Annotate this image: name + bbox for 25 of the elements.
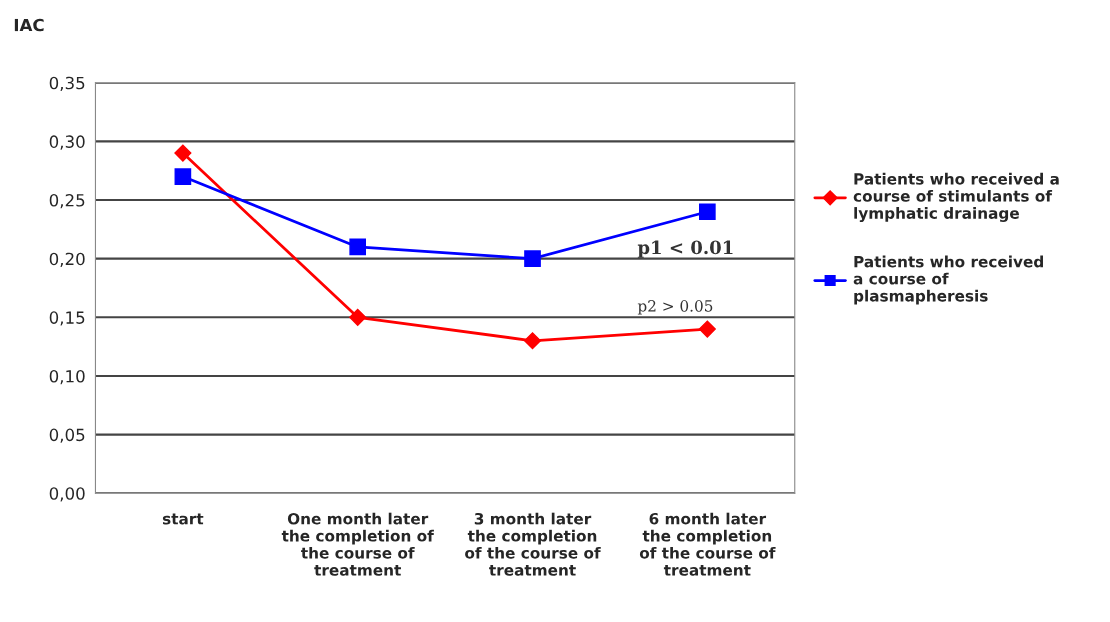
x-tick-label: start [162,513,204,525]
legend-label: Patients who received a course of plasmapheresis [853,255,1043,305]
point [523,332,542,350]
y-tick-label: 0,30 [49,135,85,150]
point [349,238,367,256]
annotation: p2 > 0.05 [637,300,713,315]
y-tick-label: 0,00 [49,487,85,502]
y-tick-label: 0,20 [49,252,85,267]
x-tick-label: 3 month later the completion of the course of treatment [465,512,601,576]
y-tick-label: 0,35 [49,76,85,91]
x-tick-label: One month later the completion of the course of treatment [281,512,434,576]
point [524,250,541,267]
point [698,320,716,338]
y-tick-label: 0,15 [49,311,85,326]
y-tick-label: 0,10 [49,369,85,385]
x-tick-label: 6 month later the completion of the course of treatment [639,512,776,576]
y-axis-title: IAC [14,18,44,32]
annotation: p1 < 0.01 [637,240,733,258]
point [349,308,367,326]
point [174,168,192,185]
y-tick-label: 0,25 [49,193,85,209]
point [174,144,192,162]
legend-label: Patients who received a course of stimulants of lymphatic drainage [853,172,1059,222]
point [699,203,716,221]
y-tick-label: 0,05 [49,428,85,443]
